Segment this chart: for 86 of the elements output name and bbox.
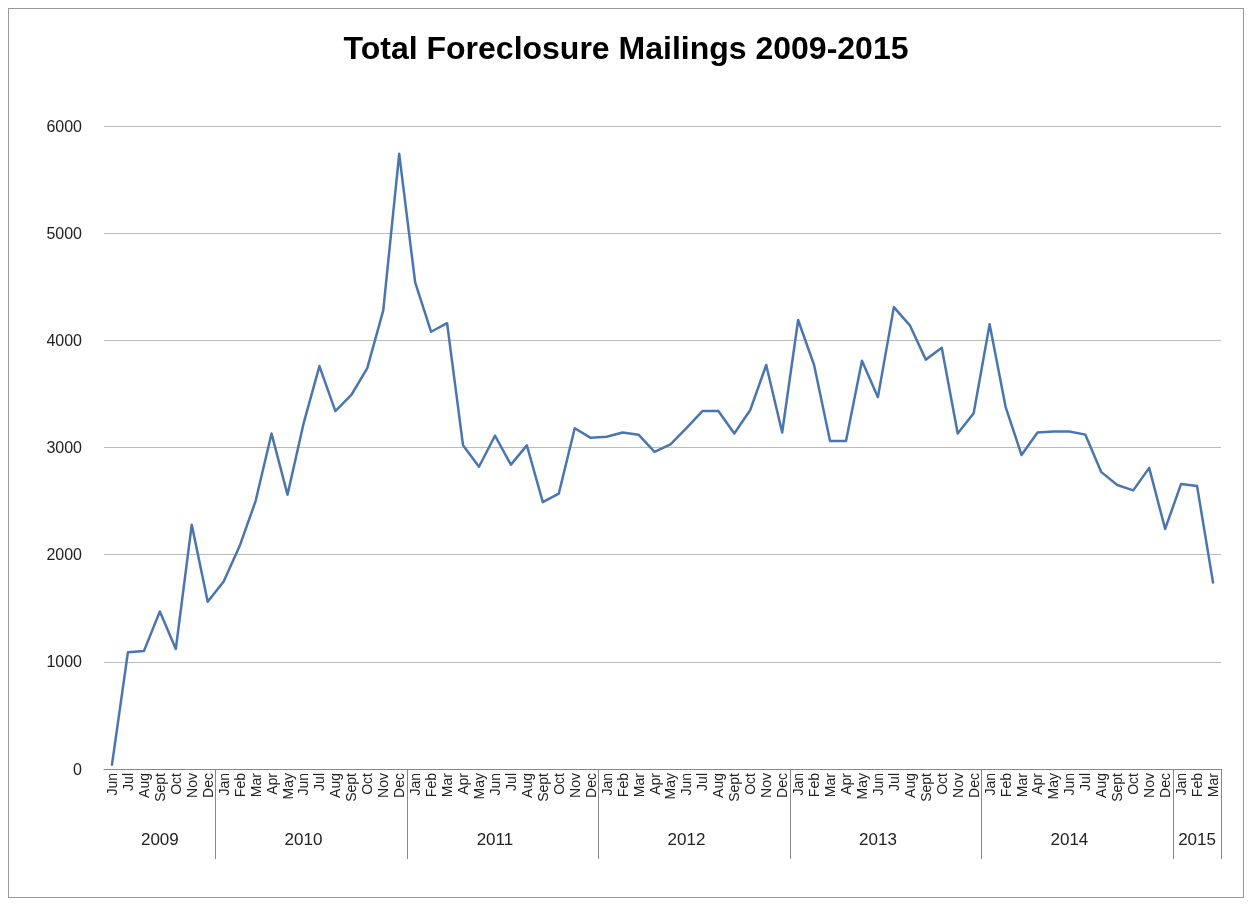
x-tick-label: Mar: [822, 772, 839, 798]
x-tick-label: Aug: [518, 773, 535, 798]
text: 2010: [284, 830, 323, 849]
x-tick-label: Jul: [119, 773, 136, 791]
x-tick-label: Sept: [534, 772, 551, 802]
x-tick-label: Nov: [375, 773, 392, 798]
x-tick-label: Apr: [263, 772, 280, 795]
x-tick-label: Oct: [742, 772, 759, 795]
text: 2013: [859, 830, 897, 849]
y-tick-label: 0: [73, 760, 83, 778]
x-tick-label: Jul: [885, 773, 902, 791]
x-tick-label: Feb: [806, 772, 823, 798]
x-tick-label: Jun: [103, 773, 120, 796]
x-tick-label: Feb: [1189, 772, 1206, 798]
x-tick-label: Jul: [311, 773, 328, 791]
y-tick-label: 5000: [46, 224, 83, 242]
x-tick-label: Mar: [1205, 772, 1222, 798]
y-tick-label: 3000: [46, 439, 83, 456]
x-tick-label: Jun: [1061, 773, 1078, 796]
y-tick-label: 4000: [46, 331, 83, 349]
x-tick-label: Nov: [566, 773, 583, 798]
x-tick-label: Nov: [183, 773, 200, 798]
text: 2012: [667, 830, 706, 849]
x-tick-label: May: [853, 773, 870, 800]
x-tick-label: Apr: [646, 772, 663, 795]
x-tick-label: Jul: [694, 773, 711, 791]
x-tick-label: Sept: [343, 772, 360, 802]
x-tick-label: Feb: [231, 772, 248, 798]
y-tick-label: 1000: [46, 653, 83, 671]
x-tick-label: Mar: [1013, 772, 1030, 798]
x-tick-label: Sept: [1109, 772, 1126, 802]
x-tick-label: Feb: [423, 772, 440, 798]
x-tick-label: Aug: [1093, 773, 1110, 798]
x-tick-label: Oct: [550, 772, 567, 795]
x-tick-label: Feb: [614, 772, 631, 798]
line-series: [110, 152, 1215, 766]
text: 2014: [1050, 830, 1089, 849]
x-tick-label: Oct: [359, 772, 376, 795]
x-tick-label: Sept: [917, 772, 934, 802]
text: 2011: [476, 830, 514, 849]
x-tick-label: Mar: [439, 772, 456, 798]
x-tick-label: Mar: [247, 772, 264, 798]
x-tick-label: Nov: [1141, 773, 1158, 798]
x-tick-label: Dec: [582, 773, 599, 798]
x-tick-label: Aug: [710, 773, 727, 798]
x-tick-label: Oct: [1125, 772, 1142, 795]
text: 2015: [1178, 830, 1216, 849]
x-tick-label: May: [1045, 773, 1062, 800]
x-tick-label: Sept: [726, 772, 743, 802]
x-tick-label: Jan: [407, 773, 424, 796]
text: 2009: [140, 830, 179, 849]
x-tick-label: Jan: [981, 773, 998, 796]
y-tick-label: 2000: [46, 546, 83, 564]
x-tick-label: Dec: [199, 773, 216, 798]
x-tick-label: Apr: [455, 772, 472, 795]
x-tick-label: Apr: [1029, 772, 1046, 795]
x-tick-label: May: [279, 773, 296, 800]
x-tick-label: Jul: [502, 773, 519, 791]
x-tick-label: Sept: [151, 772, 168, 802]
x-tick-label: Dec: [774, 773, 791, 798]
x-tick-label: Oct: [933, 772, 950, 795]
x-tick-label: Jan: [215, 773, 232, 796]
x-tick-label: Dec: [965, 773, 982, 798]
x-tick-label: Dec: [391, 773, 408, 798]
x-tick-label: Oct: [167, 772, 184, 795]
x-tick-label: Jan: [1173, 773, 1190, 796]
x-tick-label: May: [662, 773, 679, 800]
x-tick-label: Aug: [901, 773, 918, 798]
x-tick-label: Mar: [630, 772, 647, 798]
x-tick-label: May: [470, 773, 487, 800]
x-tick-label: Jun: [295, 773, 312, 796]
x-tick-label: Feb: [997, 772, 1014, 798]
chart-title: Total Foreclosure Mailings 2009-2015: [343, 30, 909, 66]
x-tick-label: Apr: [838, 772, 855, 795]
y-tick-label: 6000: [46, 117, 83, 135]
x-tick-label: Aug: [327, 773, 344, 798]
x-tick-label: Jun: [869, 773, 886, 796]
x-tick-label: Nov: [949, 773, 966, 798]
x-tick-label: Aug: [135, 773, 152, 798]
x-tick-label: Jan: [598, 773, 615, 796]
x-tick-label: Jun: [678, 773, 695, 796]
x-tick-label: Jan: [790, 773, 807, 796]
x-tick-label: Jun: [486, 773, 503, 796]
x-tick-label: Dec: [1157, 773, 1174, 798]
x-tick-label: Jul: [1077, 773, 1094, 791]
x-tick-label: Nov: [758, 773, 775, 798]
